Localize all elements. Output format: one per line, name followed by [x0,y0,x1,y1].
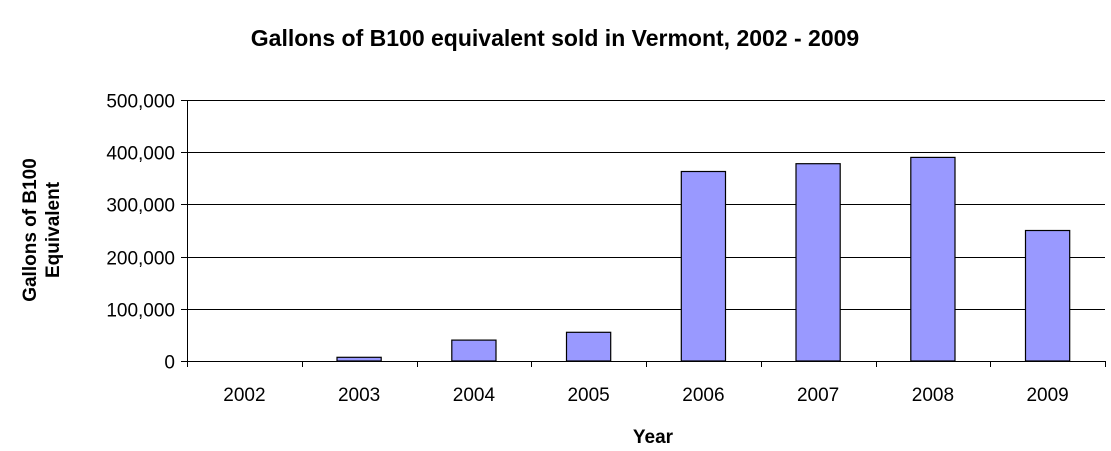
bar-2005 [565,331,612,362]
x-tick-label: 2006 [682,385,724,406]
y-tick-label: 100,000 [106,301,175,322]
x-tick-label: 2005 [567,385,609,406]
x-tick-labels: 2002 2003 2004 2005 2006 2007 2008 2009 [223,385,1068,406]
bar-2003 [336,356,382,362]
x-tick-label: 2002 [223,385,265,406]
axes [181,100,1106,367]
x-tick-label: 2003 [338,385,380,406]
y-axis-title-line-1: Gallons of B100 [20,158,41,302]
y-axis-title-line-2: Equivalent [43,181,64,278]
y-tick-label: 300,000 [106,196,175,217]
bar-2009 [1024,229,1071,362]
chart-title: Gallons of B100 equivalent sold in Vermo… [251,25,859,51]
y-axis-title: Gallons of B100 Equivalent [20,158,64,302]
x-axis-title: Year [633,427,674,448]
y-tick-label: 200,000 [106,249,175,270]
x-tick-label: 2009 [1026,385,1068,406]
y-tick-label: 400,000 [106,144,175,165]
x-tick-label: 2007 [797,385,839,406]
bar-2007 [795,163,841,362]
bar-2008 [910,156,956,362]
bar-2004 [451,339,497,362]
y-tick-label: 0 [164,353,175,374]
x-tick-label: 2008 [912,385,954,406]
bar-2006 [680,170,727,362]
y-tick-labels: 0 100,000 200,000 300,000 400,000 500,000 [106,92,175,374]
gridlines [187,100,1105,310]
y-tick-label: 500,000 [106,92,175,113]
bars [336,156,1071,362]
x-tick-label: 2004 [453,385,496,406]
